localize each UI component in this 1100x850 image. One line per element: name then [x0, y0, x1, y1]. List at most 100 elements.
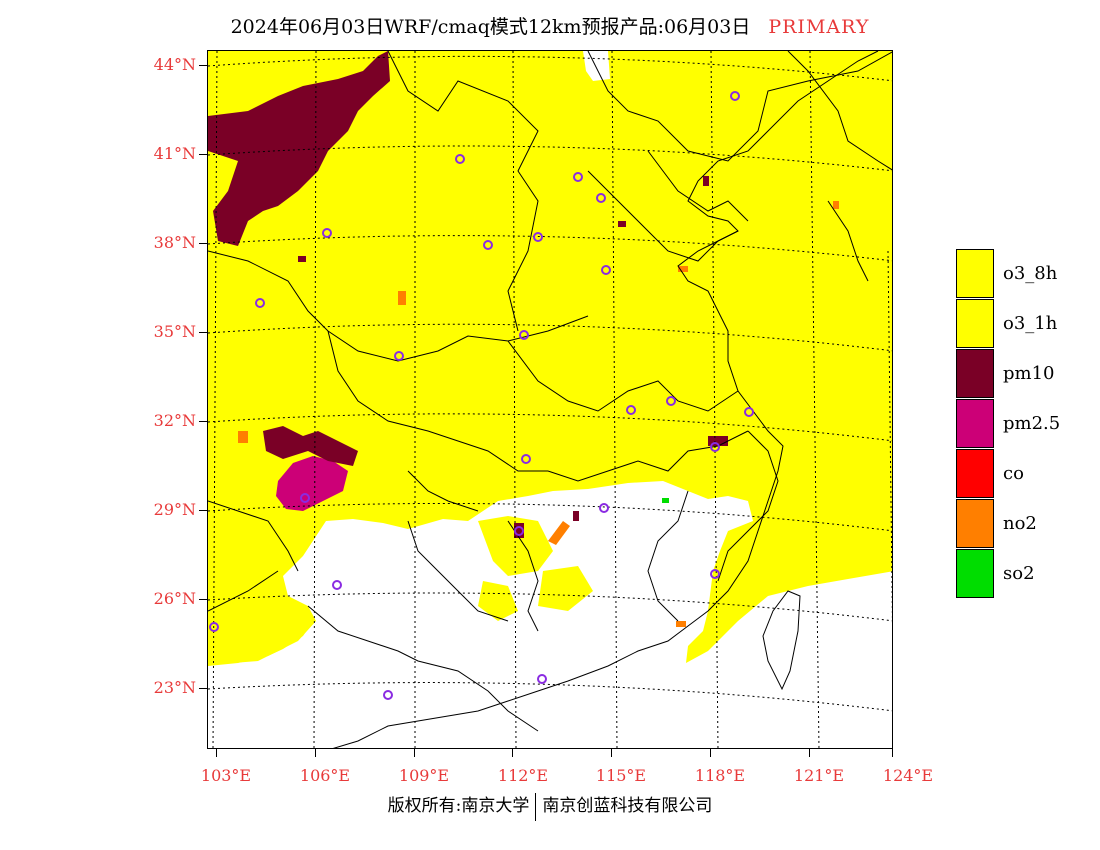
legend-label: o3_8h — [1003, 263, 1058, 284]
lat-label-29: 29°N — [153, 500, 196, 519]
legend-swatch — [956, 449, 994, 498]
pm10-spot — [618, 221, 626, 227]
lat-tick — [199, 599, 207, 600]
pm10-spot — [708, 436, 728, 446]
lat-label-32: 32°N — [153, 411, 196, 430]
lon-tick — [892, 749, 893, 757]
pm25-region — [276, 456, 348, 511]
pm10-region — [263, 426, 358, 466]
lon-tick — [710, 749, 711, 757]
station-circle-icon — [322, 228, 332, 238]
lat-label-41: 41°N — [153, 144, 196, 163]
station-circle-icon — [332, 580, 342, 590]
no2-spot — [833, 201, 839, 209]
lat-tick — [199, 65, 207, 66]
station-circle-icon — [710, 569, 720, 579]
lat-label-26: 26°N — [153, 589, 196, 608]
pollutant-map[interactable] — [207, 50, 893, 749]
station-circle-icon — [666, 396, 676, 406]
primary-tag: PRIMARY — [768, 16, 870, 38]
legend-label: so2 — [1003, 563, 1035, 584]
lon-label-118: 118°E — [694, 766, 746, 785]
lon-label-106: 106°E — [299, 766, 351, 785]
no-data-region — [583, 51, 610, 81]
map-canvas — [208, 51, 892, 748]
legend-swatch — [956, 349, 994, 398]
station-circle-icon — [601, 265, 611, 275]
o3-patch — [228, 606, 316, 663]
lat-tick — [199, 510, 207, 511]
no-data-region — [208, 481, 892, 748]
station-circle-icon — [573, 172, 583, 182]
o3-patch — [478, 581, 518, 621]
legend-swatch — [956, 399, 994, 448]
lon-label-103: 103°E — [200, 766, 252, 785]
station-circle-icon — [533, 232, 543, 242]
station-circle-icon — [599, 503, 609, 513]
coastline — [787, 51, 892, 171]
legend-swatch — [956, 299, 994, 348]
lat-tick — [199, 421, 207, 422]
station-circle-icon — [483, 240, 493, 250]
company-text: 南京创蓝科技有限公司 — [542, 796, 713, 816]
legend-label: co — [1003, 463, 1024, 484]
lat-label-44: 44°N — [153, 55, 196, 74]
station-circle-icon — [519, 330, 529, 340]
o3-patch — [538, 566, 593, 611]
station-circle-icon — [383, 690, 393, 700]
lon-tick — [315, 749, 316, 757]
lon-label-121: 121°E — [793, 766, 845, 785]
lon-label-115: 115°E — [595, 766, 647, 785]
station-circle-icon — [537, 674, 547, 684]
pm10-spot — [573, 511, 579, 521]
pm10-spot — [703, 176, 709, 186]
lon-label-112: 112°E — [497, 766, 549, 785]
lat-label-23: 23°N — [153, 678, 196, 697]
station-circle-icon — [521, 454, 531, 464]
no2-spot — [238, 431, 248, 443]
map-title: 2024年06月03日WRF/cmaq模式12km预报产品:06月03日 PRIM… — [0, 12, 1100, 39]
station-circle-icon — [255, 298, 265, 308]
coastline — [827, 200, 869, 282]
footer-divider — [535, 792, 537, 821]
station-circle-icon — [455, 154, 465, 164]
taiwan-outline — [762, 590, 801, 691]
title-text: 2024年06月03日WRF/cmaq模式12km预报产品:06月03日 — [230, 16, 751, 38]
legend-swatch — [956, 549, 994, 598]
legend-swatch — [956, 249, 994, 298]
lon-label-109: 109°E — [398, 766, 450, 785]
station-circle-icon — [626, 405, 636, 415]
lat-tick — [199, 688, 207, 689]
pm10-region — [208, 51, 390, 246]
station-circle-icon — [744, 407, 754, 417]
lat-tick — [199, 243, 207, 244]
lon-tick — [216, 749, 217, 757]
station-circle-icon — [730, 91, 740, 101]
legend-label: o3_1h — [1003, 313, 1058, 334]
legend-swatch — [956, 499, 994, 548]
no2-spot — [678, 266, 688, 272]
no2-spot — [676, 621, 686, 627]
station-circle-icon — [596, 193, 606, 203]
no2-spot — [398, 291, 406, 305]
footer: 版权所有:南京大学 南京创蓝科技有限公司 — [0, 791, 1100, 821]
lat-label-38: 38°N — [153, 233, 196, 252]
station-circle-icon — [710, 442, 720, 452]
lon-label-124: 124°E — [882, 766, 934, 785]
lon-tick — [611, 749, 612, 757]
so2-spot — [662, 498, 669, 503]
copyright-text: 版权所有:南京大学 — [387, 796, 530, 816]
station-circle-icon — [209, 622, 219, 632]
lon-tick — [809, 749, 810, 757]
station-circle-icon — [300, 493, 310, 503]
lat-tick — [199, 332, 207, 333]
legend-label: no2 — [1003, 513, 1037, 534]
legend-label: pm10 — [1003, 363, 1055, 384]
station-circle-icon — [394, 351, 404, 361]
pm10-spot — [298, 256, 306, 262]
lat-tick — [199, 154, 207, 155]
legend-label: pm2.5 — [1003, 413, 1061, 434]
lon-tick — [414, 749, 415, 757]
station-circle-icon — [514, 526, 524, 536]
no2-spot — [548, 521, 570, 545]
